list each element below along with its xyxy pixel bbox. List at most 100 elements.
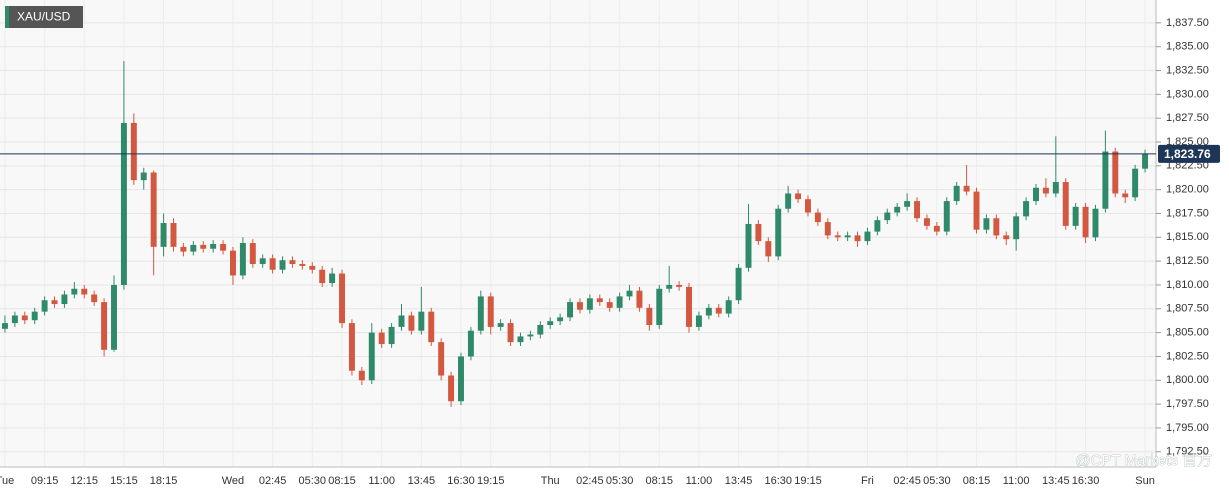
candle-body	[785, 193, 792, 209]
candle-body	[319, 269, 326, 284]
candle-body	[190, 244, 197, 252]
x-tick-label: 16:30	[764, 475, 792, 487]
last-price-tag	[1158, 144, 1220, 163]
symbol-badge: XAU/USD	[5, 6, 83, 28]
x-tick-label: 05:30	[299, 475, 327, 487]
x-tick-label: 11:00	[686, 475, 713, 487]
candle-body	[299, 263, 306, 266]
candle-body	[210, 243, 217, 249]
candle-body	[1, 323, 8, 329]
badge-bg	[5, 6, 83, 28]
candle-body	[249, 243, 256, 264]
x-tick-label: 19:15	[477, 475, 505, 487]
x-tick-label: Fri	[861, 475, 874, 487]
candle-body	[101, 302, 108, 350]
candle-body	[259, 258, 266, 264]
candle-body	[636, 290, 643, 308]
candle-body	[438, 342, 445, 376]
candle-body	[725, 300, 732, 314]
watermark: @CPT Markets 官方	[1075, 452, 1212, 469]
candle-body	[477, 296, 484, 331]
candle-body	[388, 326, 395, 345]
candle-body	[120, 122, 127, 285]
x-tick-label: 08:15	[646, 475, 674, 487]
candle-body	[31, 311, 38, 321]
candle-body	[953, 185, 960, 202]
candles	[1, 60, 1149, 407]
candle-body	[140, 172, 147, 181]
candle-body	[507, 323, 514, 343]
candle-body	[596, 298, 603, 303]
candle-body	[230, 250, 236, 276]
candle-body	[686, 286, 692, 327]
candle-body	[983, 218, 990, 230]
candle-body	[160, 223, 167, 247]
candle-body	[755, 223, 762, 242]
candle-body	[537, 324, 544, 335]
candle-body	[111, 284, 117, 350]
candle-body	[557, 317, 564, 322]
candle-body	[467, 330, 474, 357]
y-tick-label: 1,802.50	[1166, 350, 1209, 362]
candle-body	[448, 375, 455, 402]
x-tick-label: 05:30	[606, 475, 634, 487]
x-tick-label: 13:45	[408, 475, 436, 487]
candle-body	[1072, 206, 1079, 226]
candle-body	[626, 290, 633, 297]
y-tick-label: 1,832.50	[1166, 64, 1209, 76]
candle-body	[745, 223, 752, 268]
x-tick-label: Tue	[0, 475, 14, 487]
x-tick-label: 08:15	[328, 475, 356, 487]
y-tick-label: 1,820.00	[1166, 184, 1209, 196]
x-tick-label: 02:45	[259, 475, 287, 487]
candle-body	[547, 321, 554, 325]
candle-body	[646, 307, 653, 325]
y-tick-label: 1,800.00	[1166, 374, 1209, 386]
candle-body	[656, 288, 663, 325]
last-price-label: 1,823.76	[1164, 147, 1211, 161]
x-tick-label: 18:15	[150, 475, 178, 487]
x-tick-label: 15:15	[110, 475, 138, 487]
candle-body	[497, 323, 504, 327]
candle-body	[368, 332, 375, 381]
y-tick-label: 1,792.50	[1166, 446, 1209, 458]
y-tick-label: 1,815.00	[1166, 231, 1209, 243]
candle-body	[41, 300, 48, 312]
candle-body	[973, 191, 980, 230]
candle-body	[61, 294, 68, 305]
candle-body	[200, 244, 207, 249]
candle-body	[378, 332, 385, 345]
candle-body	[1092, 208, 1099, 238]
candle-body	[894, 206, 901, 213]
candle-body	[329, 273, 336, 284]
x-tick-label: 02:45	[893, 475, 921, 487]
candle-body	[884, 212, 891, 221]
badge-strip	[5, 6, 9, 28]
candle-body	[775, 208, 782, 257]
candle-body	[676, 284, 683, 287]
candle-body	[1142, 153, 1149, 169]
candle-body	[864, 231, 871, 242]
candle-body	[705, 307, 712, 316]
candle-body	[348, 323, 355, 371]
candle-body	[91, 294, 98, 303]
candle-body	[180, 246, 187, 252]
candle-body	[81, 288, 88, 295]
candle-body	[1033, 187, 1039, 202]
candle-body	[289, 260, 296, 264]
candle-body	[269, 258, 276, 270]
candle-body	[993, 218, 1000, 236]
x-tick-label: Thu	[541, 475, 560, 487]
candle-body	[834, 235, 841, 238]
x-tick-label: 05:30	[923, 475, 951, 487]
candle-body	[874, 220, 881, 232]
y-tick-label: 1,835.00	[1166, 41, 1209, 53]
candle-body	[517, 336, 524, 343]
x-tick-label: 11:00	[1003, 475, 1030, 487]
candle-body	[854, 235, 861, 242]
candle-body	[606, 302, 613, 308]
candle-body	[71, 288, 78, 295]
candle-body	[1042, 187, 1049, 194]
candle-body	[220, 243, 227, 251]
candle-body	[150, 172, 157, 247]
